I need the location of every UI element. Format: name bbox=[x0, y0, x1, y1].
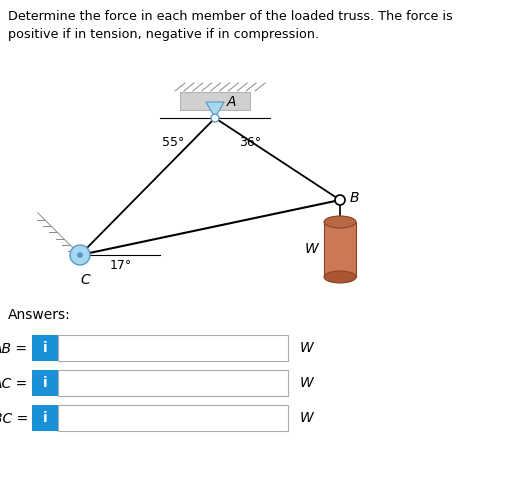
Bar bbox=[58, 335, 287, 361]
Bar bbox=[58, 405, 287, 431]
Polygon shape bbox=[206, 102, 224, 118]
Text: AB =: AB = bbox=[0, 342, 28, 356]
Text: AC =: AC = bbox=[0, 377, 28, 391]
Text: C: C bbox=[80, 273, 90, 287]
Text: B: B bbox=[349, 191, 359, 205]
Text: i: i bbox=[42, 411, 47, 425]
Bar bbox=[32, 370, 58, 396]
Ellipse shape bbox=[323, 271, 356, 283]
Text: 17°: 17° bbox=[110, 259, 132, 272]
Ellipse shape bbox=[323, 216, 356, 228]
Text: 36°: 36° bbox=[238, 136, 261, 149]
Text: Answers:: Answers: bbox=[8, 308, 71, 322]
Circle shape bbox=[77, 252, 82, 258]
Text: BC =: BC = bbox=[0, 412, 28, 426]
Bar bbox=[32, 405, 58, 431]
Circle shape bbox=[70, 245, 90, 265]
Polygon shape bbox=[37, 212, 83, 259]
Text: W: W bbox=[299, 341, 313, 355]
Text: i: i bbox=[42, 341, 47, 355]
Bar bbox=[323, 222, 356, 277]
Bar bbox=[180, 92, 249, 110]
Text: positive if in tension, negative if in compression.: positive if in tension, negative if in c… bbox=[8, 28, 319, 41]
Text: i: i bbox=[42, 376, 47, 390]
Text: 55°: 55° bbox=[162, 136, 184, 149]
Text: W: W bbox=[299, 376, 313, 390]
Text: Determine the force in each member of the loaded truss. The force is: Determine the force in each member of th… bbox=[8, 10, 452, 23]
Circle shape bbox=[334, 195, 344, 205]
Bar bbox=[32, 335, 58, 361]
Bar bbox=[58, 370, 287, 396]
Text: W: W bbox=[304, 242, 317, 256]
Circle shape bbox=[211, 114, 219, 122]
Text: A: A bbox=[227, 95, 236, 109]
Text: W: W bbox=[299, 411, 313, 425]
